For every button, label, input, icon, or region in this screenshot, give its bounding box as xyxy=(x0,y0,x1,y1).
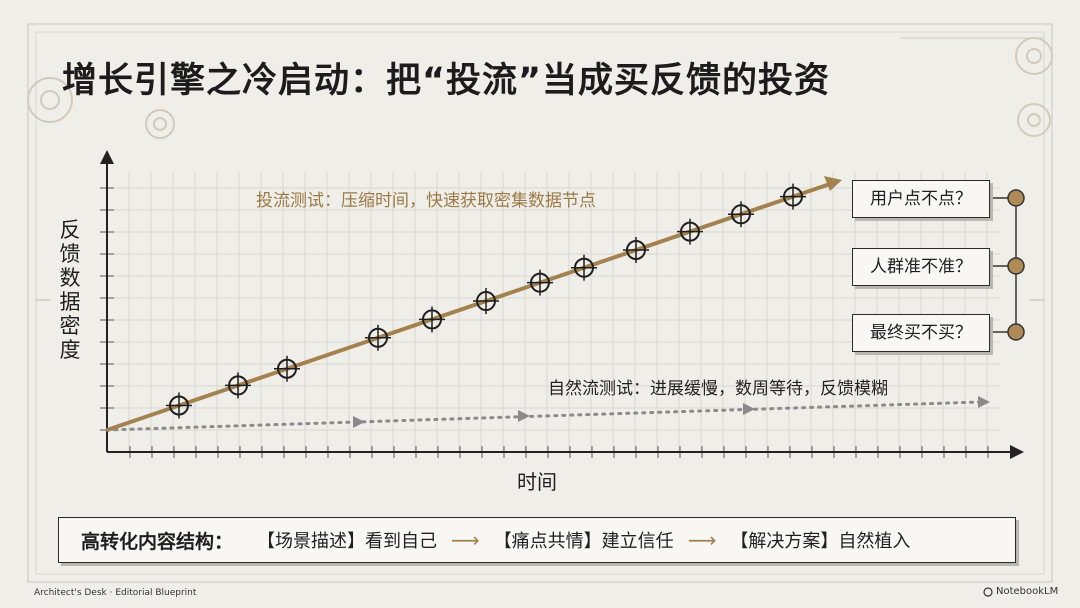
conversion-structure-bar: 高转化内容结构： 【场景描述】看到自己 ⟶ 【痛点共情】建立信任 ⟶ 【解决方案… xyxy=(58,517,1016,563)
gear-icon xyxy=(27,77,175,139)
y-axis-label: 反馈数据密度 xyxy=(59,218,81,362)
page-title: 增长引擎之冷启动：把“投流”当成买反馈的投资 xyxy=(62,61,831,101)
question-box-purchase: 最终买不买？ xyxy=(852,314,990,352)
data-node-marker xyxy=(166,392,192,419)
data-node-marker xyxy=(274,355,300,382)
bracket-node-1 xyxy=(1007,189,1025,207)
data-node-marker xyxy=(225,372,251,399)
natural-flow-line xyxy=(105,396,990,432)
data-node-marker xyxy=(473,288,499,315)
step-pain-point: 【痛点共情】建立信任 xyxy=(493,531,674,552)
question-bracket xyxy=(990,189,1025,341)
natural-arrowhead xyxy=(353,416,365,428)
chart-grid xyxy=(100,172,1000,458)
y-axis-arrowhead xyxy=(100,150,114,164)
arrow-right-icon: ⟶ xyxy=(687,528,717,552)
x-axis-arrowhead xyxy=(1010,445,1024,459)
step-solution: 【解决方案】自然植入 xyxy=(730,531,911,552)
data-node-marker xyxy=(677,218,703,245)
data-node-marker xyxy=(780,183,806,210)
data-node-marker xyxy=(365,324,391,351)
gear-icon xyxy=(1015,37,1053,137)
bracket-node-2 xyxy=(1007,257,1025,275)
question-box-click: 用户点不点？ xyxy=(852,180,990,218)
invest-flow-line xyxy=(106,182,831,432)
data-node-marker xyxy=(419,306,445,333)
natural-arrowhead xyxy=(518,410,530,422)
conversion-structure-title: 高转化内容结构： xyxy=(81,530,234,553)
footer-credit: Architect's Desk · Editorial Blueprint xyxy=(34,588,197,598)
natural-arrowhead xyxy=(743,403,755,415)
arrow-right-icon: ⟶ xyxy=(451,528,480,552)
footer-brand: NotebookLM xyxy=(996,586,1059,597)
x-axis-label: 时间 xyxy=(517,470,557,494)
natural-line-label: 自然流测试：进展缓慢，数周等待，反馈模糊 xyxy=(548,379,888,399)
notebooklm-logo-icon xyxy=(983,587,993,597)
data-node-marker xyxy=(623,237,649,264)
data-node-marker xyxy=(728,201,754,228)
data-nodes xyxy=(166,183,806,419)
natural-dotted-path xyxy=(105,400,982,432)
data-node-marker xyxy=(527,269,553,296)
natural-arrowhead xyxy=(978,396,990,408)
question-box-audience: 人群准不准？ xyxy=(852,248,990,286)
data-node-marker xyxy=(571,254,597,281)
invest-arrowhead xyxy=(824,176,842,191)
step-scene: 【场景描述】看到自己 xyxy=(257,531,438,552)
bracket-node-3 xyxy=(1007,323,1025,341)
invest-line-label: 投流测试：压缩时间，快速获取密集数据节点 xyxy=(256,191,596,211)
